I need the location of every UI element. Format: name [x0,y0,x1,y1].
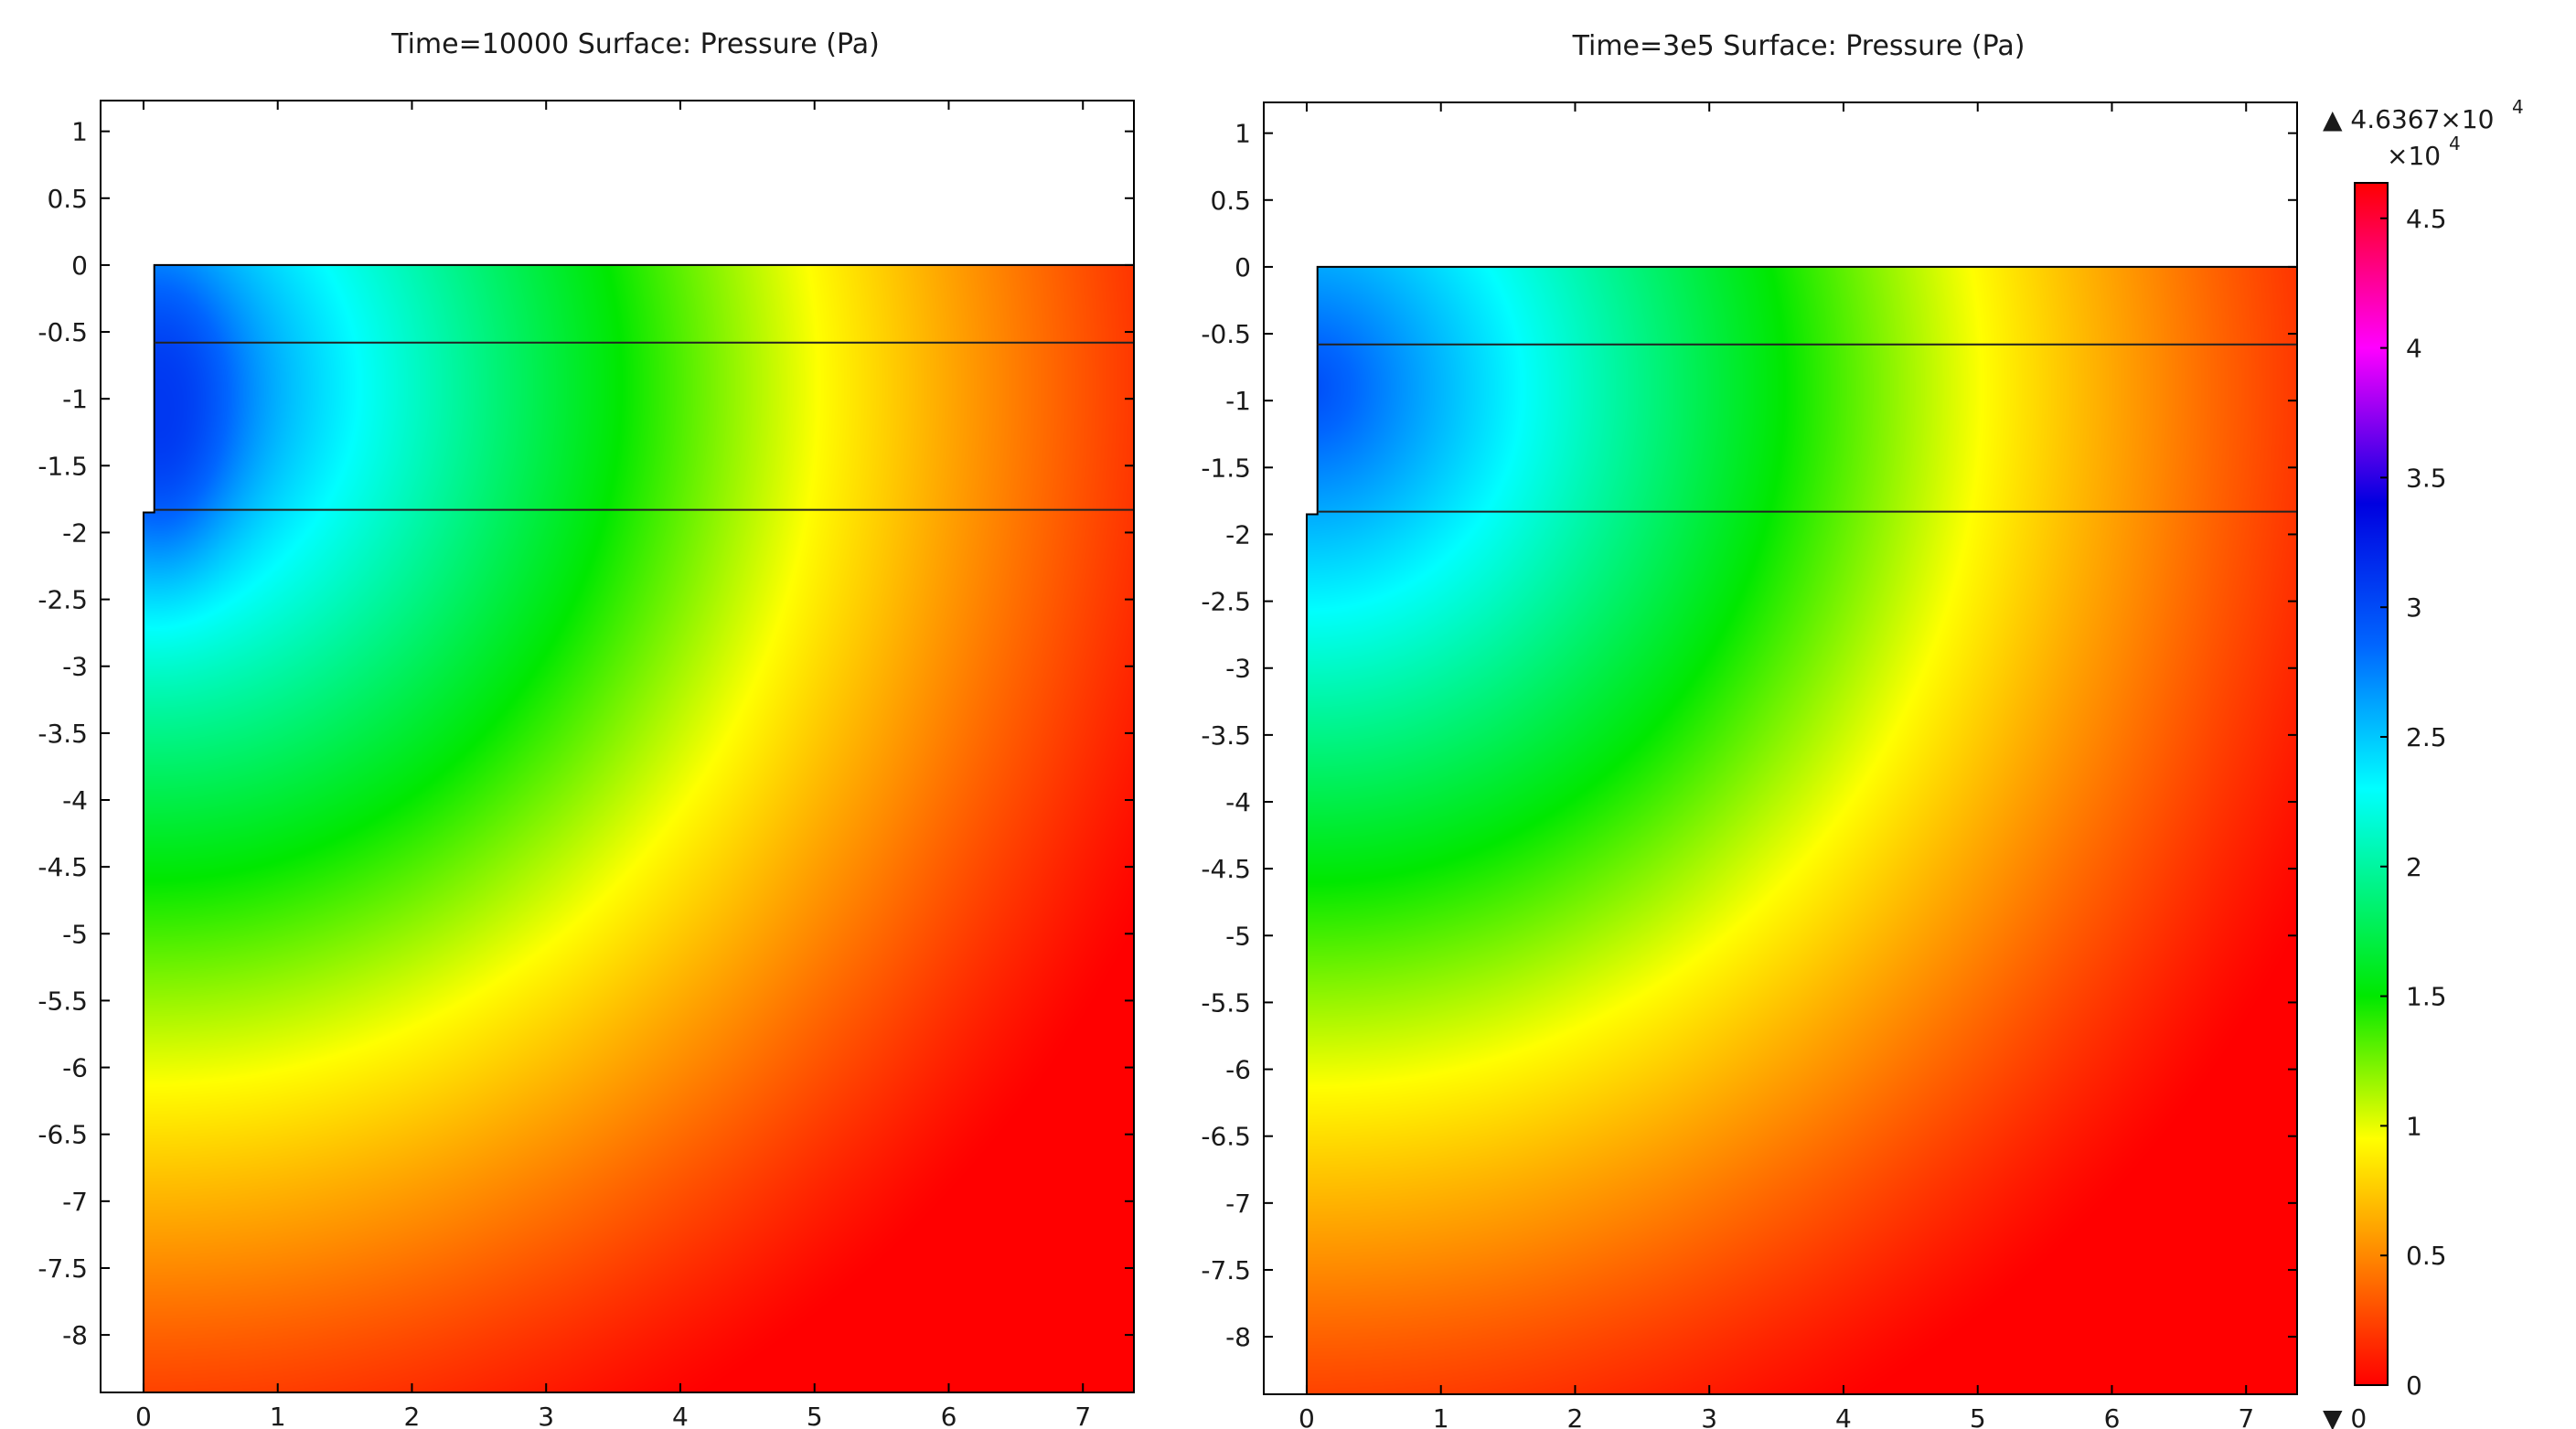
y-tick-label: -7 [62,1187,88,1217]
x-tick-label: 5 [807,1402,823,1429]
y-tick-label: -1 [1225,386,1251,416]
x-tick-label: 3 [1701,1403,1717,1429]
colorbar-tick-label: 3.5 [2406,463,2447,493]
x-tick-label: 2 [1567,1403,1584,1429]
colorbar-max-label: ▲ 4.6367×10 [2323,104,2495,134]
y-tick-label: -6.5 [1201,1122,1251,1152]
y-tick-label: -6 [62,1053,88,1083]
panel-title: Time=10000 Surface: Pressure (Pa) [390,28,880,60]
colorbar-multiplier: ×10 [2387,141,2441,171]
y-tick-label: -3 [1225,654,1251,684]
axes-frame [100,100,1135,1393]
y-tick-label: -4 [1225,787,1251,817]
x-tick-label: 5 [1970,1403,1986,1429]
y-tick-label: -3.5 [1201,720,1251,751]
y-tick-label: 0.5 [47,184,88,214]
x-tick-label: 6 [941,1402,957,1429]
y-tick-label: -1.5 [37,451,88,481]
y-tick-label: -3 [62,652,88,682]
y-tick-label: 0.5 [1210,186,1251,216]
colorbar-tick-label: 2 [2406,852,2422,882]
y-tick-label: -6 [1225,1055,1251,1085]
colorbar-multiplier-exponent: 4 [2449,133,2461,155]
y-tick-label: -4.5 [1201,854,1251,884]
pressure-surface [144,265,1134,1392]
x-tick-label: 7 [2238,1403,2254,1429]
y-tick-label: -1.5 [1201,453,1251,483]
y-tick-label: -7.5 [37,1253,88,1284]
y-tick-label: -8 [62,1320,88,1350]
colorbar-tick-label: 4 [2406,334,2422,364]
y-tick-label: -7 [1225,1189,1251,1219]
y-tick-label: -1 [62,384,88,414]
y-tick-label: -4.5 [37,852,88,882]
y-tick-label: -7.5 [1201,1255,1251,1285]
x-tick-label: 0 [135,1402,152,1429]
x-tick-label: 4 [672,1402,689,1429]
y-tick-label: -0.5 [1201,319,1251,349]
pressure-surface [1307,267,2297,1394]
y-tick-label: -8 [1225,1322,1251,1352]
y-tick-label: -5 [1225,921,1251,951]
colorbar-tick-label: 0.5 [2406,1241,2447,1271]
x-tick-label: 3 [538,1402,554,1429]
y-tick-label: -6.5 [37,1120,88,1150]
x-tick-label: 1 [1433,1403,1449,1429]
y-tick-label: -2.5 [37,585,88,615]
x-tick-label: 2 [404,1402,421,1429]
y-tick-label: 0 [1235,252,1251,283]
y-tick-label: -2.5 [1201,587,1251,617]
y-tick-label: -5.5 [37,986,88,1016]
colorbar-tick-label: 1.5 [2406,982,2447,1012]
colorbar-tick-label: 2.5 [2406,722,2447,752]
axes-frame [1263,101,2298,1395]
y-tick-label: -4 [62,785,88,816]
x-tick-label: 4 [1835,1403,1852,1429]
y-tick-label: -2 [62,517,88,548]
y-tick-label: -0.5 [37,317,88,347]
x-tick-label: 6 [2104,1403,2121,1429]
time-10000-panel: Time=10000 Surface: Pressure (Pa) 1 0.5 0 -0… [37,28,1135,1429]
colorbar-tick-label: 1 [2406,1111,2422,1141]
y-tick-label: -5 [62,919,88,949]
time-3e5-panel: Time=3e5 Surface: Pressure (Pa) 1 0.5 0 -0.5… [1201,30,2298,1429]
y-tick-label: -3.5 [37,719,88,749]
colorbar-tick-label: 3 [2406,592,2422,623]
colorbar-min-label: ▼ 0 [2323,1403,2367,1429]
colorbar-max-exponent: 4 [2512,96,2524,118]
colorbar-tick-label: 4.5 [2406,204,2447,234]
colorbar-gradient [2354,182,2389,1386]
colorbar-tick-label: 0 [2406,1370,2422,1401]
x-tick-label: 7 [1074,1402,1091,1429]
panel-title: Time=3e5 Surface: Pressure (Pa) [1572,30,2026,62]
y-tick-label: 0 [71,251,88,281]
y-tick-label: 1 [71,117,88,147]
y-tick-label: -2 [1225,519,1251,549]
x-tick-label: 1 [270,1402,286,1429]
pressure-colorbar: 00.511.522.533.544.5▲ 4.6367×10 4×10 4▼ 0 [2323,96,2524,1429]
y-tick-label: 1 [1235,119,1251,149]
x-tick-label: 0 [1299,1403,1315,1429]
y-tick-label: -5.5 [1201,987,1251,1018]
